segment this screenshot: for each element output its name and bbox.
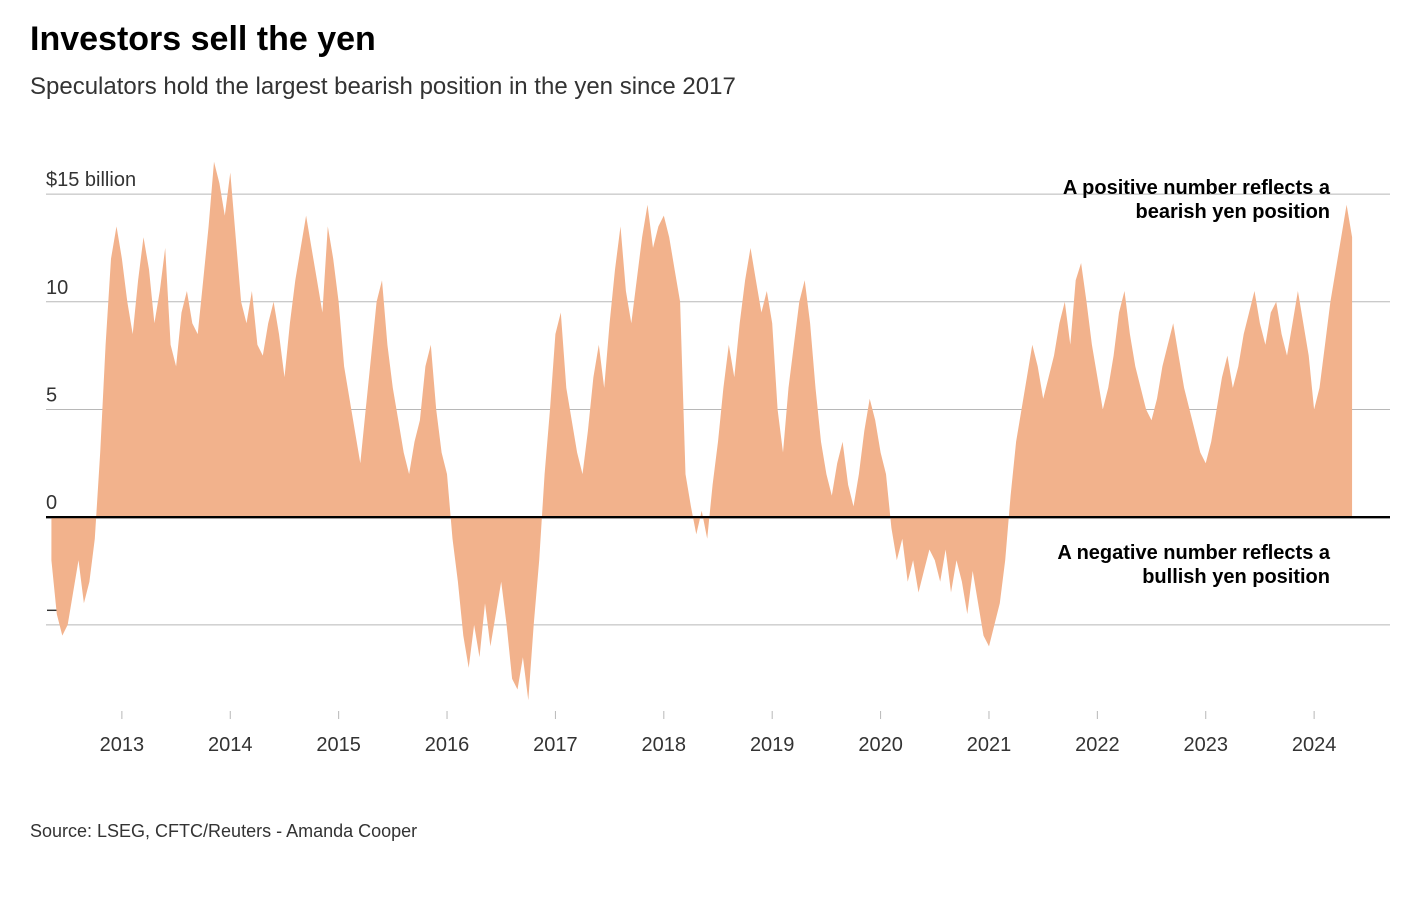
x-tick-label: 2019 [750, 734, 795, 756]
x-tick-label: 2016 [425, 734, 470, 756]
x-tick-label: 2022 [1075, 734, 1120, 756]
y-tick-label: $15 billion [46, 169, 136, 191]
chart-container: $15 billion1050−520132014201520162017201… [30, 141, 1390, 781]
x-tick-label: 2014 [208, 734, 253, 756]
y-tick-label: 5 [46, 384, 57, 406]
x-tick-label: 2023 [1183, 734, 1228, 756]
page-root: Investors sell the yen Speculators hold … [0, 0, 1420, 916]
x-tick-label: 2024 [1292, 734, 1337, 756]
x-tick-label: 2017 [533, 734, 578, 756]
chart-source: Source: LSEG, CFTC/Reuters - Amanda Coop… [30, 821, 1390, 842]
area-chart-svg: $15 billion1050−520132014201520162017201… [30, 141, 1390, 781]
x-tick-label: 2015 [316, 734, 361, 756]
y-tick-label: 10 [46, 277, 68, 299]
x-tick-label: 2021 [967, 734, 1012, 756]
x-tick-label: 2013 [100, 734, 145, 756]
x-tick-label: 2018 [642, 734, 687, 756]
area-series [51, 162, 1352, 700]
chart-title: Investors sell the yen [30, 20, 1390, 59]
x-tick-label: 2020 [858, 734, 903, 756]
y-tick-label: 0 [46, 492, 57, 514]
chart-subtitle: Speculators hold the largest bearish pos… [30, 73, 1390, 101]
